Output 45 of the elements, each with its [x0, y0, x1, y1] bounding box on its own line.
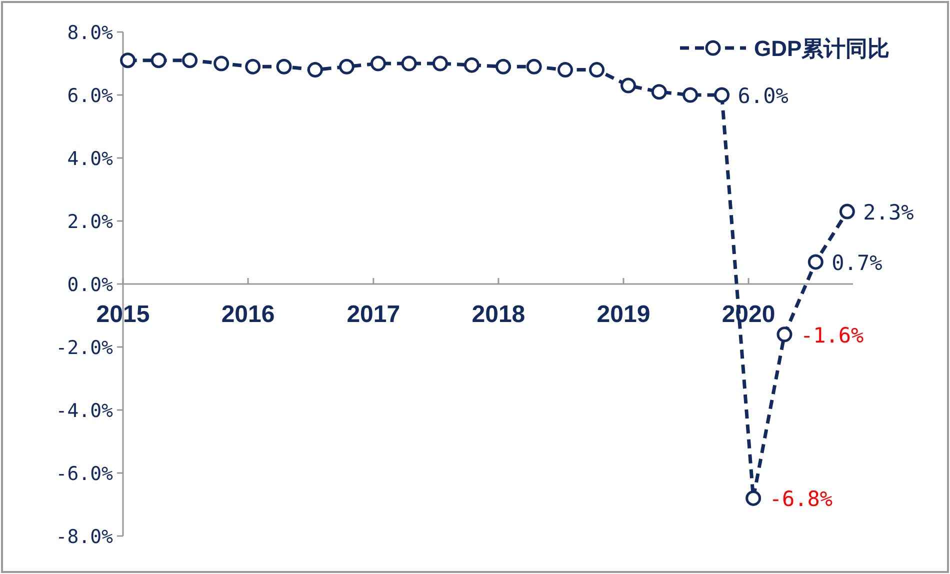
data-label: 6.0%	[738, 84, 789, 108]
y-tick-label: 2.0%	[67, 211, 114, 233]
point	[714, 87, 730, 103]
point	[651, 84, 667, 100]
point	[464, 57, 480, 73]
point	[276, 58, 292, 74]
point	[589, 62, 605, 78]
point	[808, 254, 824, 270]
point	[182, 52, 198, 68]
point	[307, 62, 323, 78]
y-tick-label: -4.0%	[56, 400, 114, 422]
legend-label: GDP累计同比	[754, 36, 890, 61]
point	[245, 58, 261, 74]
point	[150, 52, 166, 68]
x-tick-label: 2017	[346, 301, 400, 328]
x-tick-label: 2016	[221, 301, 275, 328]
point	[776, 326, 792, 342]
data-label: -6.8%	[769, 487, 833, 512]
x-tick-label: 2019	[596, 301, 650, 328]
point	[839, 204, 855, 220]
point	[746, 490, 762, 506]
point	[120, 52, 136, 68]
x-tick-label: 2018	[472, 301, 526, 328]
point	[401, 56, 417, 72]
x-tick-label: 2015	[96, 301, 150, 328]
point	[338, 58, 354, 74]
point	[558, 62, 573, 78]
y-tick-label: 0.0%	[67, 274, 114, 296]
y-tick-label: -6.0%	[56, 463, 114, 485]
data-label: -1.6%	[800, 323, 864, 348]
y-tick-label: 6.0%	[67, 85, 114, 107]
point	[432, 56, 448, 72]
data-label: 0.7%	[832, 250, 883, 275]
point	[526, 58, 542, 74]
point	[620, 78, 636, 94]
point	[370, 56, 386, 72]
point	[214, 56, 230, 72]
y-tick-label: -2.0%	[56, 337, 114, 359]
y-tick-label: 4.0%	[67, 148, 114, 170]
legend: GDP累计同比	[680, 36, 890, 61]
y-tick-label: -8.0%	[56, 526, 114, 548]
y-tick-label: 8.0%	[67, 22, 114, 44]
data-label: 2.3%	[863, 200, 914, 225]
point	[682, 87, 698, 103]
point	[495, 58, 511, 74]
